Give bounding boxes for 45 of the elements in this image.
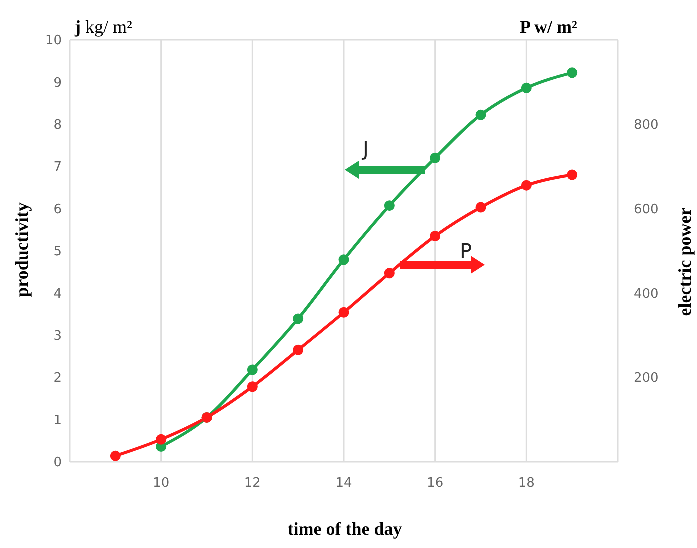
point	[338, 307, 350, 318]
y2-axis-title: electric power	[675, 208, 695, 316]
point	[110, 450, 121, 462]
point	[476, 110, 486, 120]
y-tick-label: 10	[45, 34, 62, 49]
point	[476, 202, 486, 213]
y-tick-label: 5	[54, 244, 62, 260]
y-tick-label: 9	[54, 76, 62, 91]
y2-tick-label: 800	[634, 118, 659, 134]
point	[567, 170, 578, 180]
point	[293, 344, 304, 356]
point	[384, 200, 395, 212]
y-tick-label: 1	[54, 413, 62, 428]
point	[521, 82, 532, 94]
point	[293, 314, 304, 324]
x-tick-label: 16	[427, 476, 444, 492]
y-tick-label: 2	[54, 371, 62, 386]
point	[567, 68, 578, 78]
y2-tick-label: 400	[634, 286, 659, 302]
x-tick-label: 10	[153, 476, 170, 492]
point	[247, 364, 258, 376]
text: J	[361, 137, 369, 161]
point	[247, 382, 258, 392]
y-tick-label: 3	[54, 329, 62, 344]
text: j kg/ m²	[74, 17, 132, 37]
y-tick-label: 4	[54, 286, 62, 302]
point	[338, 254, 350, 266]
series-label: P	[460, 239, 472, 263]
y2-tick-label: 600	[634, 202, 659, 218]
point	[430, 152, 441, 164]
x-tick-label: 18	[518, 476, 535, 492]
text: P w/ m²	[520, 17, 578, 37]
point	[521, 180, 532, 191]
y-tick-label: 7	[54, 160, 62, 176]
x-tick-label: 12	[244, 476, 261, 492]
y-tick-label: 0	[54, 456, 62, 471]
point	[430, 230, 441, 242]
point	[156, 434, 167, 445]
point	[384, 268, 395, 279]
x-tick-label: 14	[336, 476, 352, 492]
y-tick-label: 6	[54, 202, 62, 218]
y-axis-title: productivity	[12, 202, 32, 298]
x-axis-title: time of the day	[288, 519, 402, 539]
y2-tick-label: 200	[634, 371, 659, 386]
y-tick-label: 8	[54, 118, 62, 134]
